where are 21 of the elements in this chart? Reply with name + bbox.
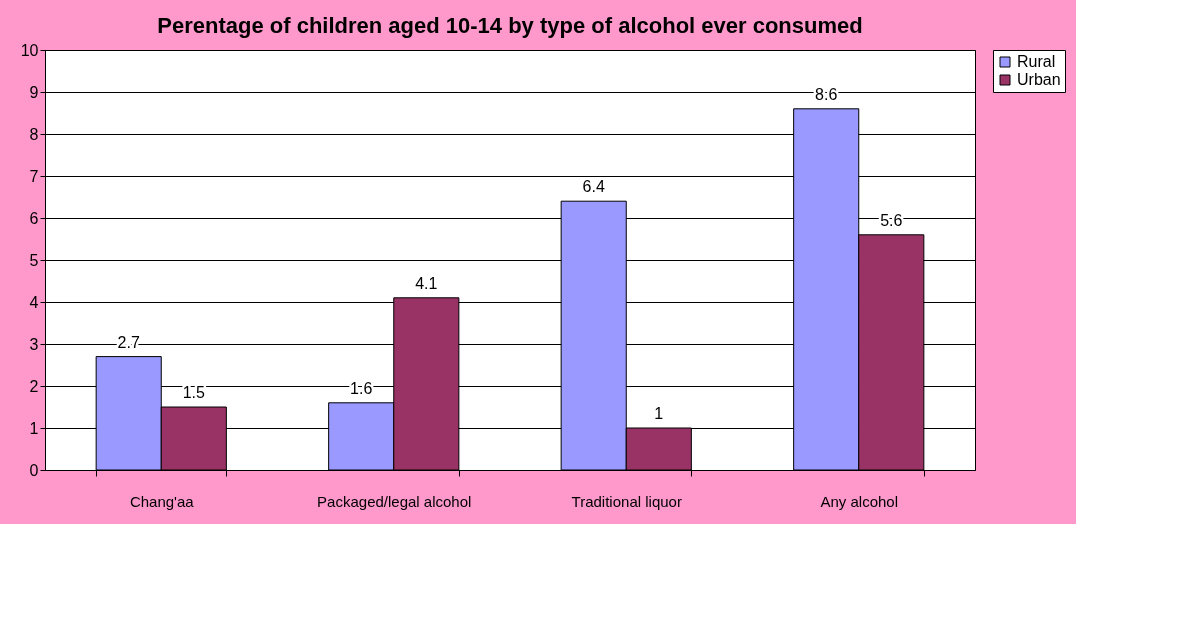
y-tick-label: 7 <box>29 167 39 185</box>
y-tick-label: 4 <box>29 293 39 311</box>
data-label: 1 <box>654 405 664 422</box>
legend-label: Rural <box>1017 53 1056 70</box>
y-tick-label: 9 <box>29 83 39 101</box>
x-tick-label: Packaged/legal alcohol <box>317 492 472 510</box>
legend-label: Urban <box>1017 71 1061 88</box>
x-tick-label: Traditional liquor <box>571 492 682 510</box>
data-label: 4.1 <box>415 274 438 292</box>
y-tick-label: 6 <box>29 209 39 227</box>
y-tick-label: 5 <box>29 251 39 269</box>
chart-title: Perentage of children aged 10-14 by type of alcohol ever consumed <box>157 13 863 38</box>
y-tick-label: 10 <box>20 41 39 59</box>
y-tick-label: 3 <box>29 335 39 353</box>
y-tick-label: 2 <box>29 377 39 395</box>
x-tick-label: Chang'aa <box>129 492 195 510</box>
y-tick-label: 0 <box>29 461 39 479</box>
y-tick-label: 8 <box>29 125 39 143</box>
x-tick-label: Any alcohol <box>820 492 899 510</box>
y-tick-label: 1 <box>29 419 39 437</box>
data-label: 6.4 <box>582 178 605 196</box>
